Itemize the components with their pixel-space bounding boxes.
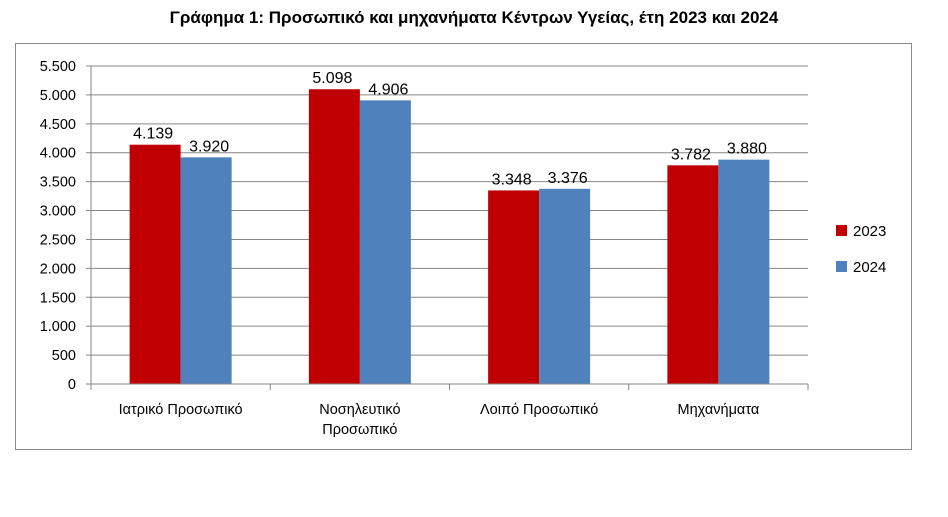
y-tick-label: 3.500: [40, 175, 76, 191]
x-category-label: Νοσηλευτικό: [319, 402, 400, 418]
y-tick-label: 3.000: [40, 204, 76, 220]
data-labels: 4.139 3.920 5.098 4.906 3.348 3.376 3.782 3.880: [133, 70, 767, 188]
bar-2023: [667, 165, 719, 384]
data-label-2023: 3.782: [671, 146, 711, 163]
data-label-2023: 3.348: [492, 171, 532, 188]
data-label-2023: 5.098: [312, 70, 352, 87]
legend-swatch-2023: [836, 225, 847, 236]
bar-2023: [129, 144, 181, 384]
y-tick-label: 1.500: [40, 290, 76, 306]
y-tick-label: 1.000: [40, 319, 76, 335]
bar-2024: [359, 100, 411, 385]
y-tick-label: 0: [68, 377, 76, 393]
x-category-label: Μηχανήματα: [678, 402, 760, 418]
bar-2024: [539, 188, 591, 384]
data-label-2024: 3.376: [548, 170, 588, 187]
x-category-label: Προσωπικό: [322, 422, 397, 438]
y-tick-label: 2.000: [40, 261, 76, 277]
axes: 0 500 1.000 1.500 2.000 2.500 3.000 3.500 4.000 4…: [40, 59, 809, 438]
data-label-2024: 3.920: [189, 138, 229, 155]
y-tick-label: 4.000: [40, 146, 76, 162]
data-label-2023: 4.139: [133, 126, 173, 143]
legend-label-2023: 2023: [853, 223, 886, 240]
x-category-label: Λοιπό Προσωπικό: [480, 402, 598, 418]
y-tick-label: 5.000: [40, 88, 76, 104]
x-category-label: Ιατρικό Προσωπικό: [119, 402, 243, 418]
data-label-2024: 4.906: [368, 81, 408, 98]
legend: 2023 2024: [836, 223, 886, 276]
y-tick-label: 4.500: [40, 117, 76, 133]
legend-label-2024: 2024: [853, 259, 886, 276]
data-label-2024: 3.880: [727, 141, 767, 158]
bar-2024: [180, 157, 232, 384]
chart-title: Γράφημα 1: Προσωπικό και μηχανήματα Κέντ…: [169, 8, 779, 27]
bar-2024: [718, 159, 770, 384]
y-tick-label: 500: [52, 348, 76, 364]
bar-2023: [488, 190, 540, 384]
bar-2023: [308, 89, 360, 384]
chart-frame: [15, 43, 912, 450]
bars: [129, 89, 770, 385]
legend-swatch-2024: [836, 261, 847, 272]
y-tick-label: 5.500: [40, 59, 76, 75]
y-tick-label: 2.500: [40, 232, 76, 248]
